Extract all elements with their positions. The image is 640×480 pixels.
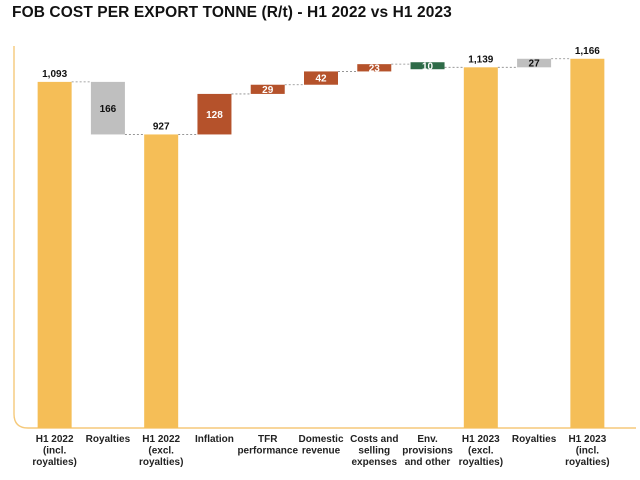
category-label: Inflation — [195, 434, 234, 445]
category-label: expenses — [351, 457, 397, 468]
category-label: Royalties — [512, 434, 557, 445]
category-label: H1 2022 — [36, 434, 74, 445]
category-label: royalties) — [32, 457, 76, 468]
chart-title: FOB COST PER EXPORT TONNE (R/t) - H1 202… — [12, 4, 452, 21]
category-label: H1 2023 — [462, 434, 500, 445]
value-label: 23 — [369, 63, 381, 74]
category-label: royalties) — [139, 457, 183, 468]
bar-royalties — [517, 58, 552, 68]
value-label: 29 — [262, 85, 274, 96]
value-label: 927 — [153, 121, 170, 132]
category-label: (excl. — [148, 446, 174, 457]
bar-increase — [197, 93, 232, 135]
axis-frame — [13, 46, 636, 429]
category-label: H1 2023 — [568, 434, 606, 445]
category-label: (incl. — [576, 446, 600, 457]
bar-royalties — [90, 81, 125, 135]
category-label: Env. — [417, 434, 438, 445]
category-label: (incl. — [43, 446, 67, 457]
value-label: 10 — [422, 61, 434, 72]
value-label: 166 — [100, 104, 117, 115]
category-label: Costs and — [350, 434, 398, 445]
bar-increase — [250, 84, 285, 94]
category-label: royalties) — [459, 457, 503, 468]
value-label: 128 — [206, 110, 223, 121]
category-label: performance — [237, 446, 298, 457]
bar-total — [570, 58, 605, 429]
category-label: provisions — [402, 446, 453, 457]
bar-total — [37, 81, 72, 428]
category-label: royalties) — [565, 457, 609, 468]
category-label: H1 2022 — [142, 434, 180, 445]
category-label: TFR — [258, 434, 278, 445]
category-label: revenue — [302, 446, 341, 457]
value-label: 1,093 — [42, 69, 67, 80]
bar-total — [463, 67, 498, 429]
category-label: selling — [358, 446, 390, 457]
value-label: 1,166 — [575, 46, 600, 57]
bar-decrease — [410, 62, 445, 70]
bar-increase — [357, 64, 392, 72]
value-label: 27 — [529, 59, 541, 70]
category-label: Royalties — [86, 434, 131, 445]
category-label: and other — [405, 457, 451, 468]
value-label: 42 — [315, 74, 327, 85]
bar-increase — [304, 71, 338, 85]
value-label: 1,139 — [468, 54, 493, 65]
bar-total — [144, 134, 179, 428]
category-label: (excl. — [468, 446, 494, 457]
category-label: Domestic — [298, 434, 343, 445]
